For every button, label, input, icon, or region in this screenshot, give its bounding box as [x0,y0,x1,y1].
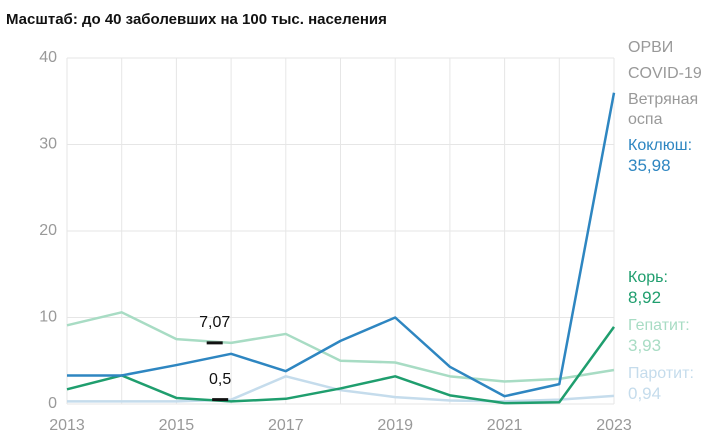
y-tick-label: 20 [39,222,57,239]
legend-item: Паротит: [628,365,694,382]
x-tick-label: 2015 [159,417,195,434]
legend-value: 8,92 [628,288,662,307]
x-tick-label: 2013 [49,417,85,434]
legend-value: 0,94 [628,384,662,403]
series-line [67,92,616,398]
y-tick-label: 40 [39,49,57,66]
legend-inactive-item: Ветряная оспа [628,91,699,128]
legend-item: Коклюш: [628,137,693,154]
legend-item: Гепатит: [628,317,690,334]
y-tick-label: 30 [39,136,57,153]
x-tick-label: 2021 [487,417,523,434]
x-tick-label: 2019 [377,417,413,434]
y-tick-label: 0 [48,395,57,412]
annotation-label: 7,07 [199,314,230,331]
series-line [66,326,616,405]
chart-title: Масштаб: до 40 заболевших на 100 тыс. на… [6,11,387,28]
legend: ОРВИ COVID-19 Ветряная оспа Коклюш: 35,98 Кор… [628,38,708,410]
x-tick-label: 2017 [268,417,304,434]
legend-value: 35,98 [628,156,671,175]
legend-inactive-item: COVID-19 [628,65,702,82]
annotation-label: 0,5 [209,371,231,388]
y-tick-label: 10 [39,309,57,326]
legend-value: 3,93 [628,336,662,355]
series-line [66,311,615,383]
legend-inactive-item: ОРВИ [628,39,674,56]
series-line [67,375,615,403]
legend-item: Корь: [628,269,668,286]
x-tick-label: 2023 [596,417,632,434]
